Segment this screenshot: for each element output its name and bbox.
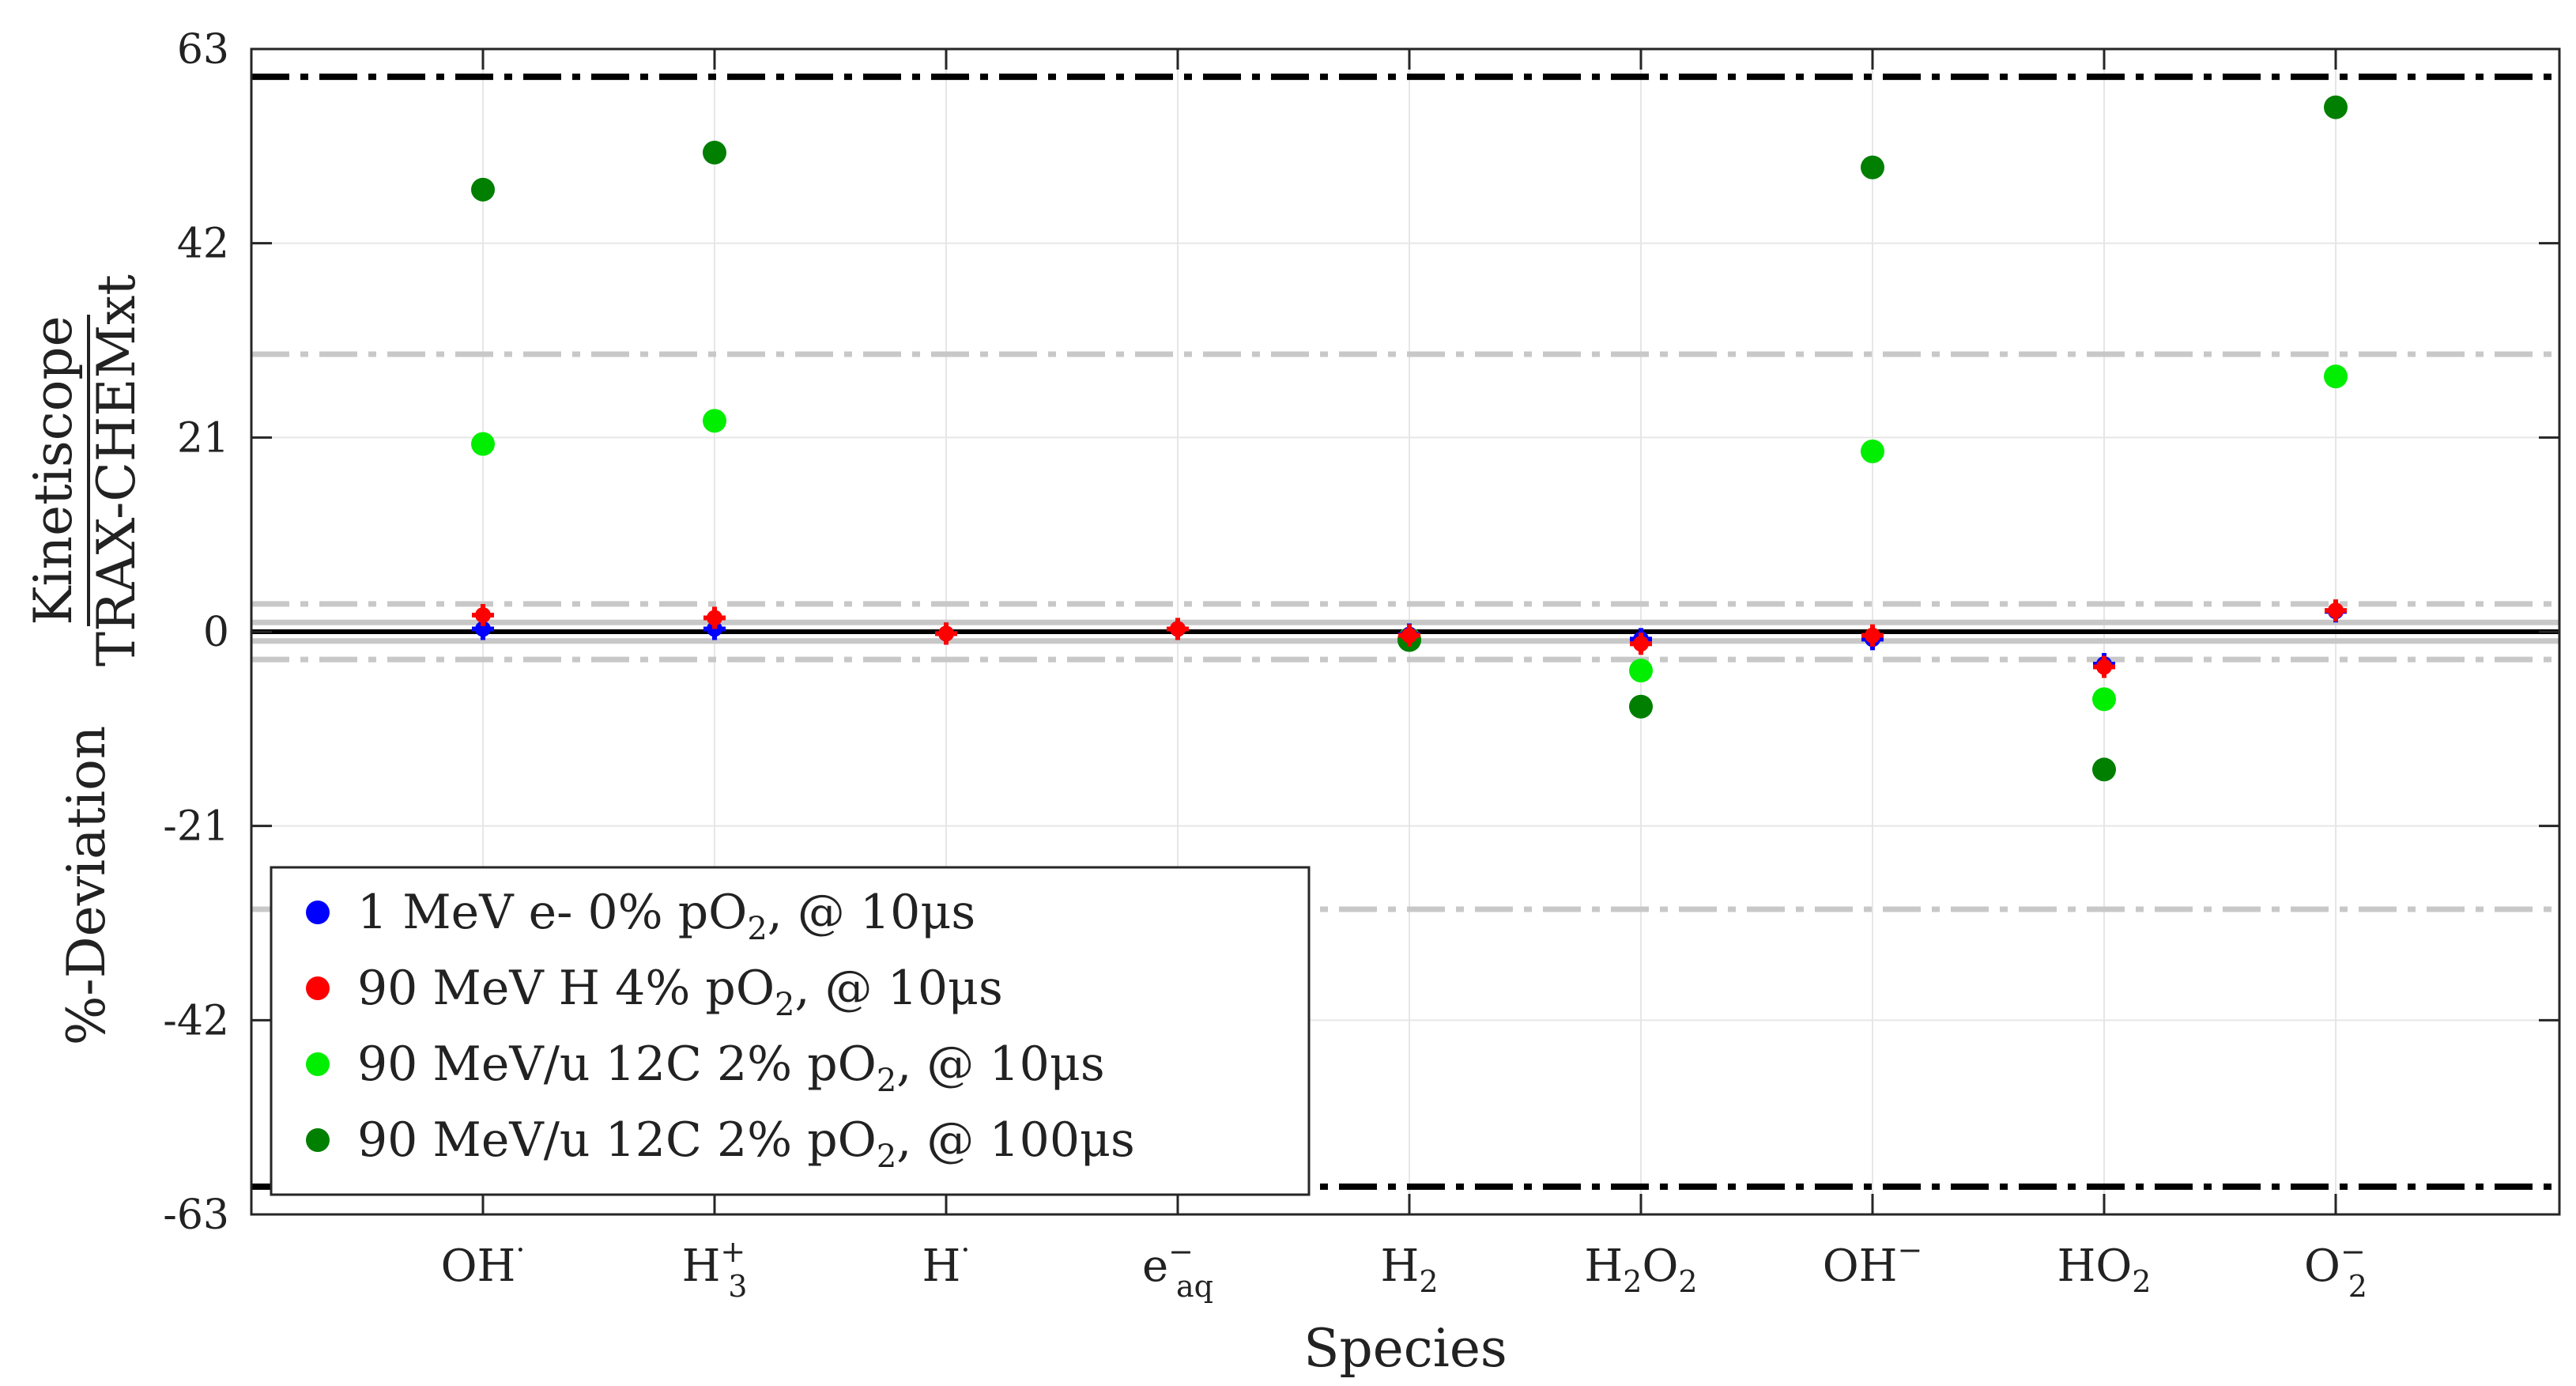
- y-axis-ticks: 63 42 21 0 -21 -42 -63: [163, 26, 2559, 1239]
- data-point: [472, 603, 494, 626]
- data-point: [2324, 95, 2348, 119]
- y-axis-title-denominator: TRAX-CHEMxt: [86, 274, 147, 667]
- x-axis-ticks: OH· H+ 3 H· e− aq H2 H2O2 OH− HO2 O− 2: [441, 49, 2367, 1304]
- y-axis-title: %-Deviation Kinetiscope TRAX-CHEMxt: [23, 274, 147, 1045]
- legend-entry-label: 90 MeV/u 12C 2% pO2, @ 10μs: [357, 1037, 1105, 1099]
- y-tick-label: 21: [177, 414, 229, 462]
- data-point: [1167, 617, 1189, 640]
- data-point: [1629, 659, 1653, 683]
- x-category-label: OH·: [441, 1233, 526, 1292]
- data-point: [1861, 624, 1884, 647]
- data-point: [2325, 599, 2347, 622]
- legend-marker: [306, 901, 330, 924]
- data-point: [703, 606, 726, 629]
- data-point: [471, 432, 495, 456]
- legend: 1 MeV e- 0% pO2, @ 10μs 90 MeV H 4% pO2, …: [270, 866, 1311, 1196]
- x-category-label: O− 2: [2304, 1234, 2367, 1304]
- data-point: [2093, 655, 2115, 678]
- data-points: [471, 95, 2348, 782]
- legend-box: [270, 866, 1311, 1196]
- x-category-label: H2: [1380, 1241, 1438, 1299]
- data-point: [1630, 633, 1652, 655]
- y-tick-label: -21: [163, 803, 229, 851]
- data-point: [472, 617, 494, 640]
- x-category-label: e− aq: [1142, 1234, 1213, 1304]
- data-point: [935, 622, 957, 645]
- y-tick-label: 63: [177, 26, 229, 74]
- y-tick-label: 0: [203, 609, 229, 656]
- y-axis-title-prefix: %-Deviation: [56, 726, 117, 1046]
- data-point: [2092, 687, 2116, 712]
- x-category-label: H2O2: [1584, 1241, 1697, 1299]
- x-category-label: HO2: [2057, 1241, 2152, 1299]
- data-point: [1629, 694, 1653, 719]
- data-point: [703, 409, 726, 433]
- data-point: [471, 177, 495, 202]
- data-point: [1398, 624, 1420, 647]
- reference-lines: [251, 74, 2559, 1190]
- legend-entry-label: 90 MeV H 4% pO2, @ 10μs: [357, 961, 1003, 1023]
- data-point: [2092, 757, 2116, 782]
- y-axis-title-numerator: Kinetiscope: [23, 315, 84, 625]
- legend-entry-label: 90 MeV/u 12C 2% pO2, @ 100μs: [357, 1112, 1135, 1175]
- legend-marker: [306, 1128, 330, 1152]
- data-point: [1861, 155, 1884, 179]
- data-point: [2324, 364, 2348, 389]
- legend-marker: [306, 976, 330, 1000]
- y-tick-label: 42: [177, 221, 229, 268]
- x-category-label: H·: [922, 1233, 971, 1292]
- data-point: [1861, 439, 1884, 463]
- x-axis-title: Species: [1303, 1318, 1507, 1379]
- legend-entry-label: 1 MeV e- 0% pO2, @ 10μs: [357, 885, 975, 947]
- data-point: [703, 141, 726, 165]
- x-category-label: OH−: [1823, 1233, 1923, 1292]
- y-tick-label: -42: [163, 997, 229, 1044]
- x-category-label: H+ 3: [682, 1234, 748, 1304]
- legend-marker: [306, 1052, 330, 1076]
- y-tick-label: -63: [163, 1192, 229, 1239]
